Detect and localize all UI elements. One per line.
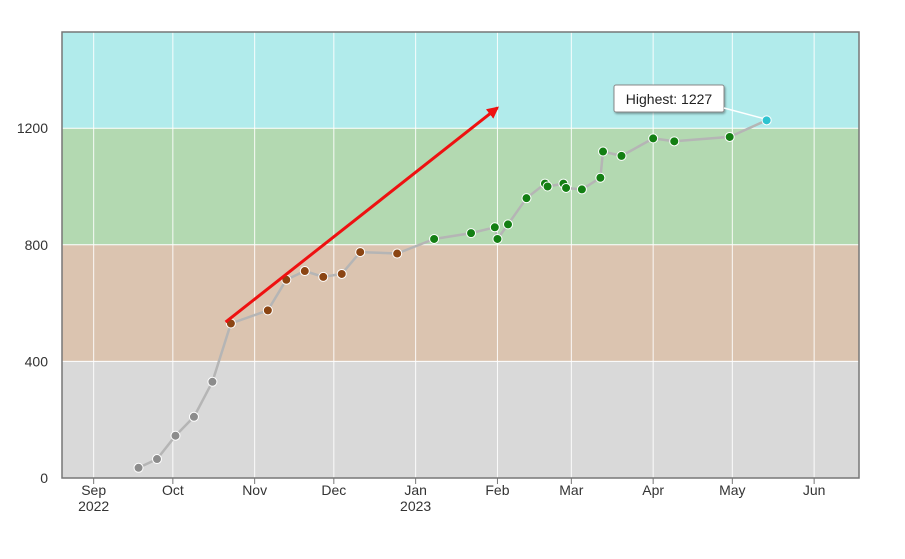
x-tick-label-1: Oct: [162, 482, 184, 498]
data-point-3: [188, 411, 199, 422]
y-tick-label-0: 0: [40, 470, 48, 486]
x-tick-label-9: Jun: [803, 482, 826, 498]
data-point-15: [489, 222, 500, 233]
data-point-22: [561, 182, 572, 193]
x-tick-label-3: Dec: [321, 482, 346, 498]
value-bands: [62, 32, 859, 478]
data-point-16: [492, 233, 503, 244]
data-point-9: [318, 271, 329, 282]
band-2: [62, 128, 859, 245]
data-point-8: [299, 266, 310, 277]
data-point-24: [595, 172, 606, 183]
x-tick-label-5: Feb: [485, 482, 509, 498]
x-tick-label-4: Jan: [404, 482, 427, 498]
y-axis-ticks: 0 400 800 1200: [17, 120, 48, 486]
trend-arrow-layer: [224, 106, 500, 324]
data-point-26: [616, 150, 627, 161]
data-point-27: [648, 133, 659, 144]
data-point-12: [392, 248, 403, 259]
data-point-14: [466, 228, 477, 239]
data-point-20: [542, 181, 553, 192]
data-point-4: [207, 376, 218, 387]
y-tick-label-3: 1200: [17, 120, 48, 136]
data-point-25: [598, 146, 609, 157]
data-point-30: [761, 115, 772, 126]
data-point-18: [521, 193, 532, 204]
data-point-6: [262, 305, 273, 316]
x-tick-label-2: Nov: [242, 482, 267, 498]
x-tick-label-6: Mar: [559, 482, 583, 498]
x-tick-label-0: Sep: [81, 482, 106, 498]
tooltip-box: [613, 84, 725, 113]
y-tick-label-2: 800: [25, 237, 49, 253]
data-point-0: [133, 462, 144, 473]
data-point-11: [355, 247, 366, 258]
x-tick-year-4: 2023: [400, 498, 431, 514]
band-3: [62, 32, 859, 129]
y-tick-label-1: 400: [25, 353, 49, 369]
data-point-17: [503, 219, 514, 230]
data-point-10: [336, 268, 347, 279]
data-point-28: [669, 136, 680, 147]
data-point-2: [170, 430, 181, 441]
data-point-23: [576, 184, 587, 195]
data-point-1: [152, 454, 163, 465]
data-point-29: [724, 131, 735, 142]
band-1: [62, 244, 859, 362]
data-point-13: [429, 233, 440, 244]
x-tick-label-8: May: [719, 482, 745, 498]
plot-frame: [61, 31, 860, 479]
x-tick-label-7: Apr: [642, 482, 664, 498]
tooltip-text: Highest: 1227: [626, 91, 713, 107]
highest-annotation: Highest: 1227: [613, 84, 763, 120]
tooltip-pointer: [723, 107, 763, 120]
band-0: [62, 361, 859, 478]
trend-arrow: [224, 106, 500, 324]
x-tick-year-0: 2022: [78, 498, 109, 514]
